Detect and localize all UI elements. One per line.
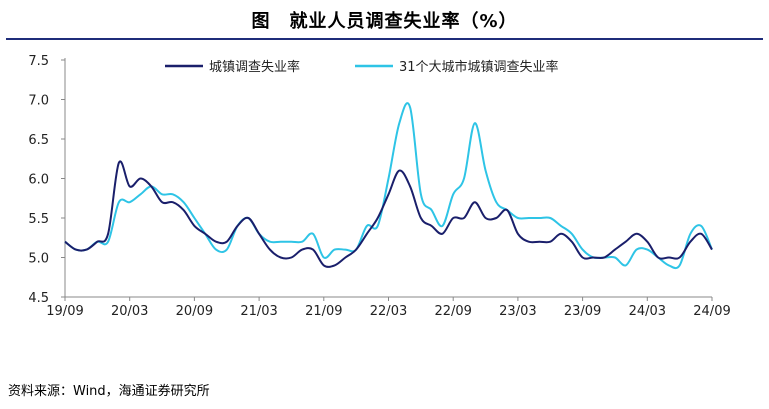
x-tick-label: 24/09 bbox=[693, 304, 730, 319]
series-line-31-cities-unemployment bbox=[64, 102, 713, 270]
x-tick-label: 19/09 bbox=[46, 304, 83, 319]
x-tick-label: 20/03 bbox=[111, 304, 148, 319]
y-tick-label: 4.5 bbox=[28, 291, 49, 306]
y-tick-label: 6.5 bbox=[28, 133, 49, 148]
chart-title: 图 就业人员调查失业率（%） bbox=[251, 11, 518, 32]
y-tick-label: 7.0 bbox=[28, 94, 49, 109]
y-tick-label: 6.0 bbox=[28, 173, 49, 188]
chart-title-bar: 图 就业人员调查失业率（%） bbox=[6, 2, 763, 40]
source-note: 资料来源：Wind，海通证券研究所 bbox=[8, 384, 210, 399]
y-tick-label: 7.5 bbox=[28, 54, 49, 69]
y-tick-label: 5.0 bbox=[28, 252, 49, 267]
legend-label-31-cities: 31个大城市城镇调查失业率 bbox=[399, 59, 559, 75]
line-chart: 4.5 5.0 5.5 6.0 6.5 7.0 7.5 19/09 20/03 20/09 21/0… bbox=[28, 54, 730, 319]
legend-label-urban: 城镇调查失业率 bbox=[209, 59, 300, 75]
x-tick-label: 21/09 bbox=[305, 304, 342, 319]
x-tick-label: 20/09 bbox=[176, 304, 213, 319]
x-tick-label: 22/09 bbox=[434, 304, 471, 319]
x-tick-label: 23/03 bbox=[499, 304, 536, 319]
x-tick-label: 22/03 bbox=[370, 304, 407, 319]
y-tick-label: 5.5 bbox=[28, 212, 49, 227]
series-line-urban-unemployment bbox=[64, 160, 713, 268]
x-tick-label: 24/03 bbox=[629, 304, 666, 319]
x-tick-label: 21/03 bbox=[240, 304, 277, 319]
x-tick-label: 23/09 bbox=[564, 304, 601, 319]
